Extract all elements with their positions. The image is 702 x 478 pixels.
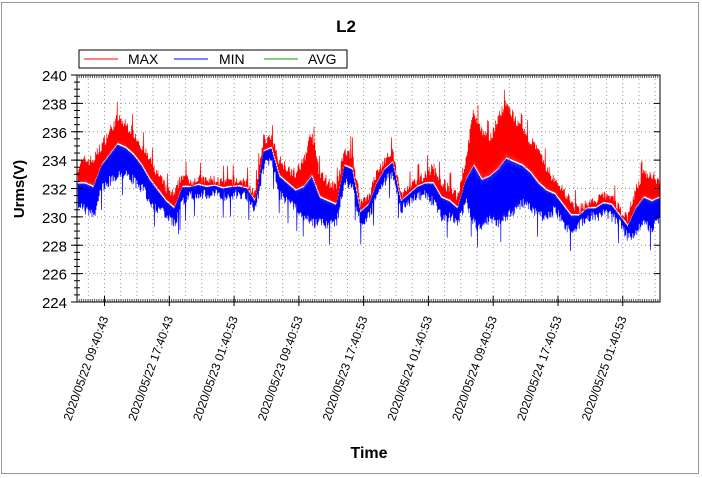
legend-label-avg: AVG (308, 51, 337, 67)
y-tick-label: 224 (42, 295, 67, 312)
y-tick-label: 230 (42, 210, 67, 227)
series-min-line (77, 144, 661, 252)
y-axis-label: Urms(V) (11, 160, 28, 218)
legend: MAX MIN AVG (78, 49, 348, 69)
x-tick-label: 2020/05/23 17:40:53 (320, 314, 371, 423)
legend-label-max: MAX (128, 51, 159, 67)
series-avg-line (77, 144, 660, 229)
y-tick-label: 234 (42, 153, 67, 170)
x-axis-label: Time (350, 445, 387, 462)
chart-title: L2 (336, 17, 356, 36)
y-tick-label: 226 (42, 267, 67, 284)
y-tick-label: 236 (42, 125, 67, 142)
series-max-line (77, 89, 661, 225)
plot-area-border (76, 74, 661, 303)
x-tick-label: 2020/05/22 17:40:43 (125, 314, 176, 423)
x-tick-label: 2020/05/24 17:40:53 (514, 314, 565, 423)
x-tick-label: 2020/05/24 09:40:53 (449, 314, 500, 423)
x-tick-label: 2020/05/23 09:40:53 (255, 314, 306, 423)
legend-label-min: MIN (219, 51, 245, 67)
y-tick-label: 228 (42, 238, 67, 255)
legend-box (78, 49, 348, 69)
y-tick-label: 238 (42, 96, 67, 113)
y-tick-label: 232 (42, 182, 67, 199)
x-tick-label: 2020/05/22 09:40:43 (61, 314, 112, 423)
x-tick-label: 2020/05/23 01:40:53 (190, 314, 241, 423)
y-tick-label: 240 (42, 68, 67, 85)
x-tick-label: 2020/05/25 01:40:53 (579, 314, 630, 423)
x-tick-label: 2020/05/24 01:40:53 (384, 314, 435, 423)
